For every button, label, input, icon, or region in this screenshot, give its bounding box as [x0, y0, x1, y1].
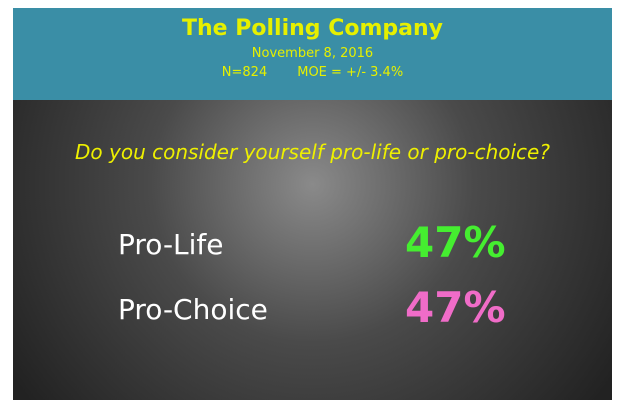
sample-line: N=824 MOE = +/- 3.4%	[13, 65, 612, 80]
question: Do you consider yourself pro-life or pro…	[75, 140, 550, 164]
slide: The Polling Company November 8, 2016 N=8…	[13, 8, 612, 400]
result-value: 47%	[405, 283, 506, 332]
result-value: 47%	[405, 218, 506, 267]
date: November 8, 2016	[251, 46, 374, 61]
title: The Polling Company	[182, 16, 443, 41]
result-label: Pro-Life	[118, 228, 224, 261]
sample-size: N=824	[221, 65, 268, 80]
header: The Polling Company November 8, 2016 N=8…	[13, 8, 612, 100]
result-label: Pro-Choice	[118, 293, 268, 326]
margin-of-error: MOE = +/- 3.4%	[297, 65, 404, 80]
